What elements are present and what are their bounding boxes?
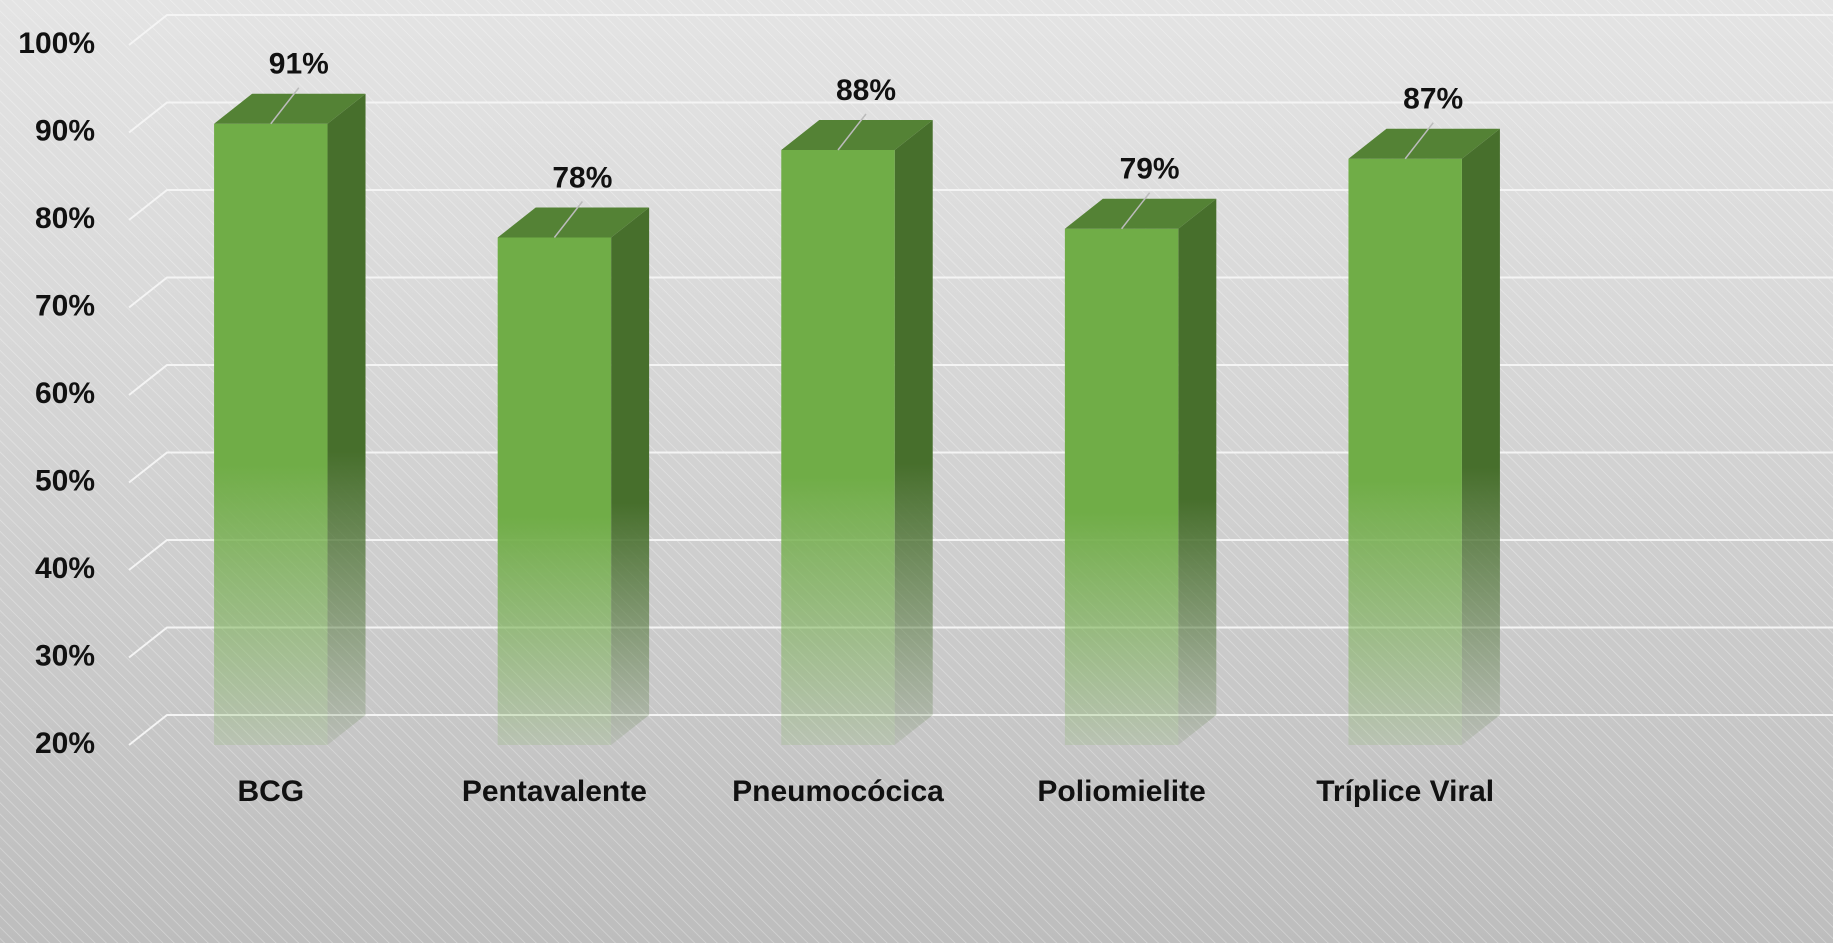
bar (1064, 228, 1179, 745)
bar-side (611, 207, 650, 745)
grid-line (128, 14, 1833, 46)
leader-line (270, 87, 300, 125)
bar (781, 150, 895, 745)
bar-side (327, 93, 366, 745)
y-tick-label: 30% (35, 639, 95, 672)
bar (214, 123, 328, 745)
leader-line (1121, 192, 1151, 230)
value-label: 79% (1120, 153, 1180, 186)
bar (497, 237, 612, 745)
grid-line (128, 101, 1833, 134)
value-label: 78% (552, 161, 612, 194)
leader-line (1404, 122, 1434, 160)
grid-line (128, 276, 1833, 309)
y-tick-label: 60% (35, 377, 95, 410)
y-tick-label: 50% (35, 464, 95, 497)
y-tick-label: 100% (18, 27, 95, 60)
leader-line (837, 113, 867, 151)
y-tick-label: 40% (35, 552, 95, 585)
grid-line (128, 714, 1833, 746)
y-tick-label: 90% (35, 114, 95, 147)
grid-line (128, 364, 1833, 396)
bar (1348, 158, 1462, 745)
x-tick-label: Tríplice Viral (1316, 775, 1494, 808)
x-tick-label: Pentavalente (462, 775, 647, 808)
bar-side (894, 120, 933, 745)
grid-line (128, 626, 1833, 659)
grid-line (128, 451, 1833, 484)
x-tick-label: BCG (237, 775, 304, 808)
y-tick-label: 70% (35, 289, 95, 322)
bar-top (1064, 198, 1217, 229)
bar-top (497, 207, 650, 238)
x-tick-label: Pneumocócica (732, 775, 944, 808)
grid-line (128, 539, 1833, 571)
x-tick-label: Poliomielite (1037, 775, 1205, 808)
bar-side (1178, 198, 1217, 745)
y-tick-label: 20% (35, 727, 95, 760)
y-tick-label: 80% (35, 202, 95, 235)
value-label: 87% (1403, 83, 1463, 116)
bar-top (1348, 128, 1500, 159)
leader-line (553, 201, 583, 238)
value-label: 88% (836, 74, 896, 107)
value-label: 91% (269, 48, 329, 81)
bar-side (1461, 128, 1500, 745)
bar-top (781, 120, 933, 150)
bar-top (214, 93, 366, 124)
grid-line (128, 189, 1833, 221)
